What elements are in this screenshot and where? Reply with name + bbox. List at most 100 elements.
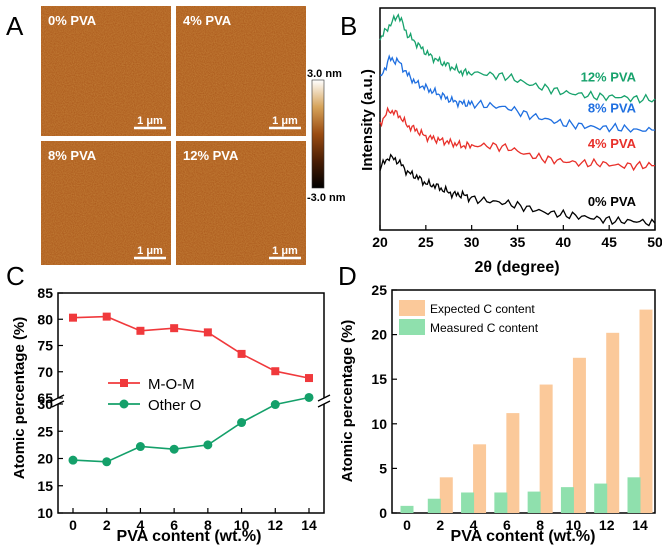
panel-c-ylabel: Atomic percentage (%) bbox=[11, 317, 28, 480]
afm-image-0: 0% PVA 1 μm bbox=[41, 6, 171, 136]
panel-c-point bbox=[102, 457, 112, 467]
panel-c-xtick-label: 10 bbox=[234, 517, 250, 533]
panel-c-point bbox=[136, 326, 145, 335]
panel-c-ytick-label: 85 bbox=[37, 285, 53, 301]
legend-swatch-expected bbox=[399, 300, 425, 316]
panel-b-xlabel: 2θ (degree) bbox=[474, 259, 559, 276]
colorbar-max-label: 3.0 nm bbox=[307, 68, 342, 80]
xrd-series-line bbox=[379, 153, 656, 227]
scale-bar-label-1: 1 μm bbox=[272, 115, 298, 127]
bar-measured bbox=[461, 492, 475, 513]
panel-letter-b: B bbox=[340, 11, 357, 41]
bar-expected bbox=[439, 477, 453, 513]
bar-expected bbox=[539, 384, 553, 513]
panel-c-point bbox=[69, 313, 77, 322]
panel-d-ytick-label: 25 bbox=[371, 282, 387, 298]
panel-b-xtick-label: 25 bbox=[418, 234, 434, 250]
panel-c-point bbox=[237, 349, 246, 358]
panel-d-ytick-label: 20 bbox=[371, 327, 387, 343]
legend-swatch-measured bbox=[399, 319, 425, 335]
bar-expected bbox=[572, 357, 586, 513]
panel-d-legend: Expected C content Measured C content bbox=[399, 300, 539, 335]
legend-label-expected: Expected C content bbox=[430, 302, 535, 316]
panel-c-ytick-label: 70 bbox=[37, 364, 53, 380]
panel-d-xtick-label: 4 bbox=[470, 517, 478, 533]
bar-expected bbox=[506, 413, 520, 513]
scale-bar-label-2: 1 μm bbox=[137, 245, 163, 257]
panel-c-point bbox=[237, 418, 247, 428]
panel-a-afm: 0% PVA 1 μm 4% PVA 1 μm 8% PVA 1 μm 12% … bbox=[41, 6, 346, 265]
panel-c-series-line bbox=[72, 315, 310, 379]
colorbar-min-label: -3.0 nm bbox=[307, 192, 346, 204]
panel-c-ytick-label: 25 bbox=[37, 423, 53, 439]
xrd-series-label: 4% PVA bbox=[588, 136, 637, 151]
panel-d-carbon: 0 5 10 15 20 25 0 2 4 6 8 10 12 14 Expected C content… bbox=[339, 282, 656, 545]
panel-c-point bbox=[305, 374, 313, 383]
legend-label-measured: Measured C content bbox=[430, 321, 539, 335]
xrd-series-line bbox=[379, 54, 656, 133]
panel-c-point bbox=[203, 440, 213, 450]
panel-letter-a: A bbox=[6, 11, 24, 41]
panel-d-ytick-label: 10 bbox=[371, 416, 387, 432]
panel-d-frame bbox=[391, 289, 656, 514]
bar-measured bbox=[527, 491, 541, 513]
bar-measured bbox=[594, 483, 608, 513]
panel-d-xtick-label: 12 bbox=[599, 517, 615, 533]
panel-c-point bbox=[203, 328, 212, 337]
xrd-series-label: 0% PVA bbox=[588, 194, 637, 209]
afm-label-0: 0% PVA bbox=[48, 13, 97, 28]
panel-c-ytick-label: 15 bbox=[37, 478, 53, 494]
panel-b-xrd: 20 25 30 35 40 45 50 0% PVA 4% PVA 8% PVA 12% PVA… bbox=[359, 7, 662, 276]
panel-b-xtick-label: 45 bbox=[601, 234, 617, 250]
panel-d-xtick-label: 10 bbox=[566, 517, 582, 533]
panel-c-frame-lower bbox=[57, 404, 325, 514]
bar-measured bbox=[627, 477, 641, 513]
panel-d-xtick-label: 6 bbox=[503, 517, 511, 533]
panel-c-ytick-label: 80 bbox=[37, 311, 53, 327]
panel-c-xlabel: PVA content (wt.%) bbox=[117, 528, 262, 545]
panel-b-xtick-label: 35 bbox=[510, 234, 526, 250]
panel-c-xtick-label: 6 bbox=[170, 517, 178, 533]
legend-marker-other-o bbox=[119, 399, 129, 409]
bar-expected bbox=[606, 332, 620, 513]
panel-letter-d: D bbox=[338, 261, 357, 291]
panel-d-xtick-label: 0 bbox=[403, 517, 411, 533]
panel-d-ytick-label: 5 bbox=[379, 460, 387, 476]
colorbar: 3.0 nm -3.0 nm bbox=[307, 68, 346, 204]
bar-measured bbox=[560, 487, 574, 513]
bar-measured bbox=[400, 505, 414, 513]
panel-c-point bbox=[102, 312, 111, 321]
panel-d-xtick-label: 8 bbox=[536, 517, 544, 533]
panel-c-atomic-oxygen: 65 70 75 80 85 10 15 20 25 30 0 2 4 6 8 10 12 14 M-O-M Ot… bbox=[11, 285, 331, 545]
panel-b-xtick-label: 50 bbox=[647, 234, 662, 250]
panel-c-ytick-label: 10 bbox=[37, 505, 53, 521]
panel-c-ytick-label: 30 bbox=[37, 396, 53, 412]
panel-b-xtick-label: 30 bbox=[464, 234, 480, 250]
panel-b-xtick-label: 40 bbox=[556, 234, 572, 250]
panel-c-point bbox=[68, 455, 78, 465]
xrd-series-label: 8% PVA bbox=[588, 101, 637, 116]
legend-marker-mom bbox=[120, 379, 128, 387]
panel-b-ylabel: Intensity (a.u.) bbox=[359, 69, 376, 171]
panel-d-xtick-label: 2 bbox=[436, 517, 444, 533]
panel-c-series-line bbox=[72, 396, 310, 463]
panel-d-ytick-label: 15 bbox=[371, 371, 387, 387]
afm-image-3: 12% PVA 1 μm bbox=[176, 141, 306, 265]
panel-c-xtick-label: 12 bbox=[267, 517, 283, 533]
afm-image-2: 8% PVA 1 μm bbox=[41, 141, 171, 265]
panel-c-point bbox=[271, 367, 280, 376]
panel-c-ytick-label: 75 bbox=[37, 338, 53, 354]
xrd-series-label: 12% PVA bbox=[581, 69, 637, 84]
panel-c-ytick-label: 65 bbox=[37, 390, 53, 406]
panel-c-ytick-label: 20 bbox=[37, 451, 53, 467]
panel-d-ytick-label: 0 bbox=[379, 505, 387, 521]
panel-d-xlabel: PVA content (wt.%) bbox=[451, 528, 596, 545]
xrd-series-line bbox=[379, 106, 656, 172]
bar-expected bbox=[473, 444, 487, 513]
axis-break-mark bbox=[317, 394, 331, 402]
afm-image-1: 4% PVA 1 μm bbox=[176, 6, 306, 136]
panel-c-xtick-label: 2 bbox=[103, 517, 111, 533]
bar-measured bbox=[427, 498, 441, 513]
legend-label-mom: M-O-M bbox=[148, 376, 195, 393]
